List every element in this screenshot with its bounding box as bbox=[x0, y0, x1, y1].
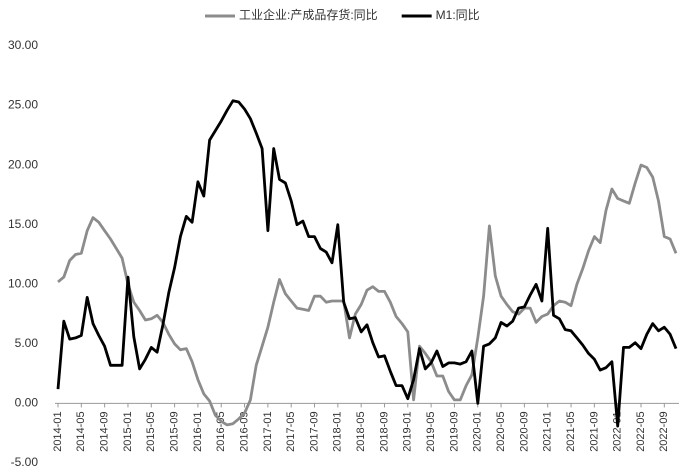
x-tick-label: 2015-09 bbox=[169, 411, 181, 451]
x-tick-label: 2017-09 bbox=[308, 411, 320, 451]
x-tick-label: 2016-09 bbox=[238, 411, 250, 451]
x-tick-label: 2022-09 bbox=[658, 411, 670, 451]
y-tick-label: 15.00 bbox=[8, 217, 38, 231]
x-tick-label: 2018-05 bbox=[355, 411, 367, 451]
x-tick-label: 2014-01 bbox=[52, 411, 64, 451]
x-tick-label: 2020-09 bbox=[518, 411, 530, 451]
x-tick-label: 2019-05 bbox=[425, 411, 437, 451]
x-tick-label: 2021-05 bbox=[565, 411, 577, 451]
x-tick-label: 2022-05 bbox=[635, 411, 647, 451]
x-tick-label: 2014-05 bbox=[75, 411, 87, 451]
x-tick-label: 2018-09 bbox=[378, 411, 390, 451]
x-tick-label: 2020-05 bbox=[495, 411, 507, 451]
series-line bbox=[56, 99, 678, 428]
legend-label: M1:同比 bbox=[436, 8, 480, 22]
x-tick-label: 2020-01 bbox=[472, 411, 484, 451]
series-line bbox=[57, 163, 678, 427]
x-tick-label: 2015-05 bbox=[145, 411, 157, 451]
y-tick-label: 20.00 bbox=[8, 157, 38, 171]
y-tick-label: 30.00 bbox=[8, 38, 38, 52]
y-tick-label: 10.00 bbox=[8, 276, 38, 290]
legend-label: 工业企业:产成品存货:同比 bbox=[239, 7, 378, 22]
y-tick-label: 0.00 bbox=[15, 396, 39, 410]
x-tick-label: 2022-01 bbox=[612, 411, 624, 451]
x-tick-label: 2021-01 bbox=[542, 411, 554, 451]
x-tick-label: 2017-05 bbox=[285, 411, 297, 451]
x-tick-label: 2015-01 bbox=[122, 411, 134, 451]
x-tick-label: 2014-09 bbox=[99, 411, 111, 451]
x-tick-label: 2016-01 bbox=[192, 411, 204, 451]
y-tick-label: -5.00 bbox=[11, 455, 39, 469]
x-tick-label: 2019-09 bbox=[448, 411, 460, 451]
x-tick-label: 2019-01 bbox=[402, 411, 414, 451]
x-tick-label: 2021-09 bbox=[588, 411, 600, 451]
y-tick-label: 25.00 bbox=[8, 98, 38, 112]
x-tick-label: 2018-01 bbox=[332, 411, 344, 451]
x-tick-label: 2017-01 bbox=[262, 411, 274, 451]
y-tick-label: 5.00 bbox=[15, 336, 39, 350]
